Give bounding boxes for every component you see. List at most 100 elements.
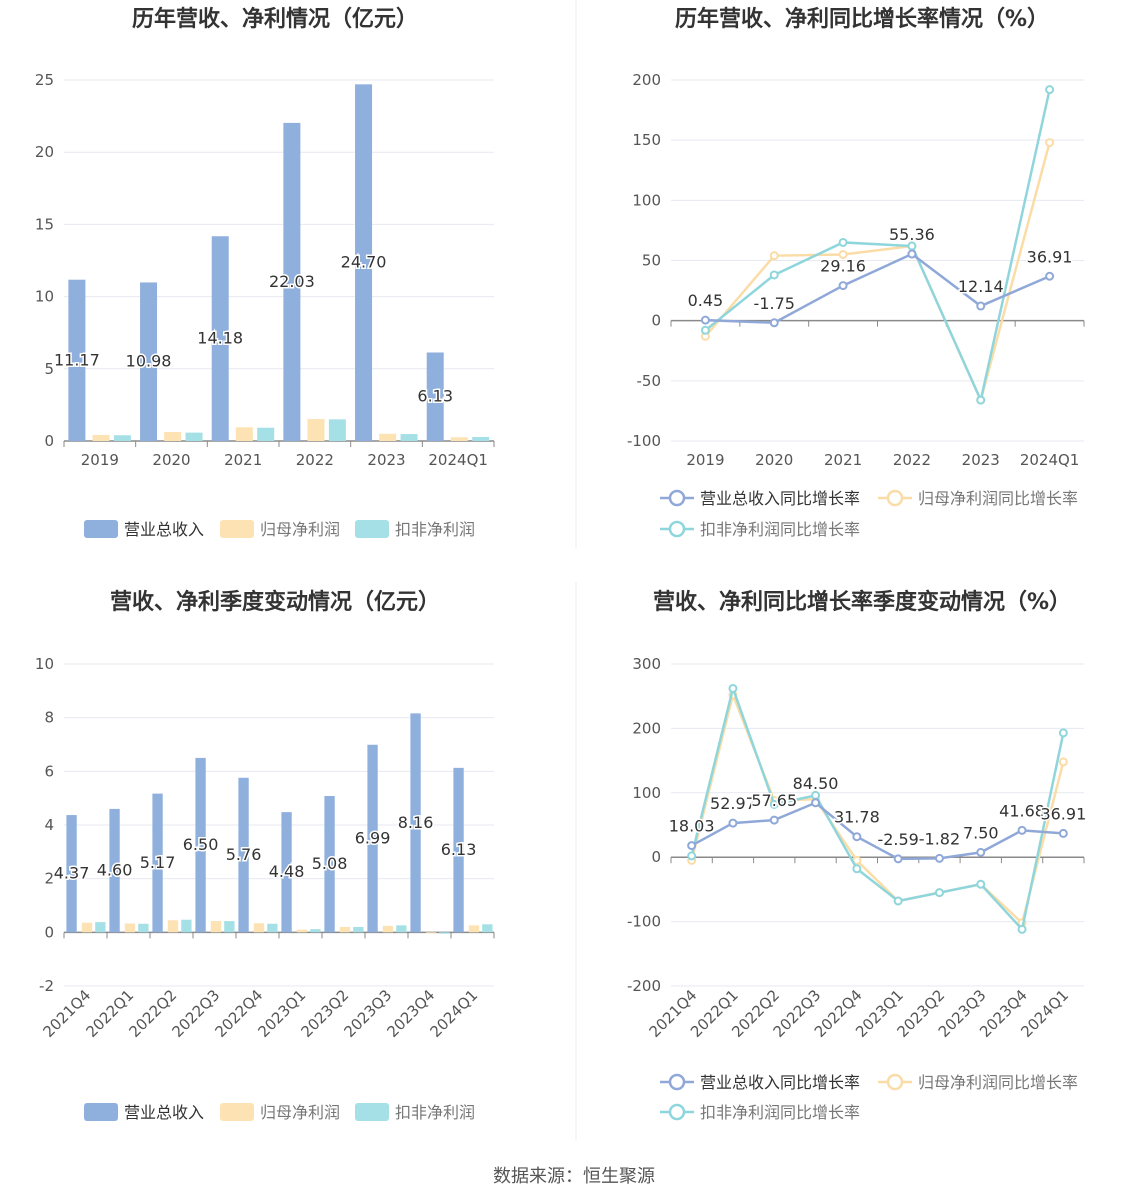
bar-parent-profit[interactable] <box>450 437 468 441</box>
bar-parent-profit[interactable] <box>92 434 110 441</box>
legend-item-revenue[interactable]: 营业总收入同比增长率 <box>660 489 860 508</box>
line-point[interactable] <box>700 325 710 335</box>
line-parent-profit-growth[interactable] <box>704 142 1051 404</box>
bar-revenue[interactable] <box>283 122 301 441</box>
line-revenue-growth[interactable] <box>691 801 1064 861</box>
bar-revenue[interactable] <box>367 744 378 933</box>
bar-parent-profit[interactable] <box>468 925 480 933</box>
bar-revenue[interactable] <box>453 767 464 933</box>
line-point[interactable] <box>769 799 779 809</box>
line-point[interactable] <box>1017 825 1027 835</box>
legend-item-revenue[interactable]: 营业总收入同比增长率 <box>660 1073 860 1092</box>
bar-parent-profit[interactable] <box>379 433 397 441</box>
line-point[interactable] <box>838 249 848 259</box>
bar-parent-profit[interactable] <box>124 923 136 933</box>
legend-item-parent-profit[interactable]: 归母净利润 <box>220 520 340 539</box>
legend-item-parent-profit[interactable]: 归母净利润 <box>220 1103 340 1122</box>
bar-parent-profit[interactable] <box>164 432 182 441</box>
bar-revenue[interactable] <box>426 352 444 441</box>
bar-revenue[interactable] <box>152 793 163 933</box>
line-revenue-growth[interactable] <box>705 252 1051 325</box>
bar-parent-profit[interactable] <box>167 920 179 933</box>
line-point[interactable] <box>934 888 944 898</box>
line-point[interactable] <box>728 683 738 693</box>
line-point[interactable] <box>769 251 779 261</box>
bar-deducted-profit[interactable] <box>185 432 203 441</box>
bar-deducted-profit[interactable] <box>257 427 275 441</box>
bar-deducted-profit[interactable] <box>328 419 346 441</box>
line-point[interactable] <box>893 896 903 906</box>
line-point[interactable] <box>838 281 848 291</box>
legend-item-deducted-profit[interactable]: 扣非净利润 <box>355 520 475 539</box>
bar-deducted-profit[interactable] <box>267 923 278 933</box>
line-point[interactable] <box>687 851 697 861</box>
bar-revenue[interactable] <box>66 815 77 933</box>
bar-deducted-profit[interactable] <box>396 925 407 933</box>
bar-revenue[interactable] <box>195 757 206 933</box>
line-point[interactable] <box>811 790 821 800</box>
line-point[interactable] <box>893 854 903 864</box>
line-point[interactable] <box>1045 271 1055 281</box>
bar-deducted-profit[interactable] <box>472 436 490 441</box>
legend-item-deducted-profit[interactable]: 扣非净利润同比增长率 <box>660 1103 860 1122</box>
bar-parent-profit[interactable] <box>425 932 437 934</box>
line-point[interactable] <box>976 395 986 405</box>
bar-deducted-profit[interactable] <box>482 924 493 933</box>
line-point[interactable] <box>852 864 862 874</box>
line-point[interactable] <box>700 315 710 325</box>
line-point[interactable] <box>976 301 986 311</box>
line-point[interactable] <box>907 249 917 259</box>
bar-revenue[interactable] <box>324 796 335 933</box>
line-point[interactable] <box>728 818 738 828</box>
line-point[interactable] <box>769 270 779 280</box>
line-point[interactable] <box>976 879 986 889</box>
legend-item-parent-profit[interactable]: 归母净利润同比增长率 <box>878 1073 1078 1092</box>
line-point[interactable] <box>1058 728 1068 738</box>
bar-deducted-profit[interactable] <box>224 921 235 933</box>
bar-revenue[interactable] <box>211 236 229 441</box>
bar-revenue[interactable] <box>355 84 373 441</box>
legend-item-revenue[interactable]: 营业总收入 <box>84 1103 204 1122</box>
line-point[interactable] <box>838 237 848 247</box>
line-point[interactable] <box>1058 757 1068 767</box>
bar-parent-profit[interactable] <box>81 922 93 933</box>
bar-parent-profit[interactable] <box>235 427 253 441</box>
bar-parent-profit[interactable] <box>339 926 351 933</box>
line-point[interactable] <box>769 318 779 328</box>
bar-parent-profit[interactable] <box>253 923 265 933</box>
bar-deducted-profit[interactable] <box>113 435 131 441</box>
line-point[interactable] <box>811 798 821 808</box>
line-point[interactable] <box>852 832 862 842</box>
line-deducted-profit-growth[interactable] <box>704 89 1051 405</box>
bar-deducted-profit[interactable] <box>138 923 149 933</box>
line-point[interactable] <box>976 847 986 857</box>
bar-revenue[interactable] <box>410 713 421 933</box>
line-point[interactable] <box>1045 138 1055 148</box>
line-point[interactable] <box>687 841 697 851</box>
bar-deducted-profit[interactable] <box>310 929 321 933</box>
legend-item-revenue[interactable]: 营业总收入 <box>84 520 204 539</box>
bar-revenue[interactable] <box>238 777 249 933</box>
bar-deducted-profit[interactable] <box>353 926 364 933</box>
line-point[interactable] <box>1045 85 1055 95</box>
bar-deducted-profit[interactable] <box>95 922 106 933</box>
line-point[interactable] <box>934 853 944 863</box>
bar-deducted-profit[interactable] <box>181 919 192 933</box>
bar-deducted-profit[interactable] <box>439 932 450 934</box>
bar-deducted-profit[interactable] <box>400 434 418 441</box>
legend-item-parent-profit[interactable]: 归母净利润同比增长率 <box>878 489 1078 508</box>
bar-revenue[interactable] <box>140 282 158 441</box>
bar-parent-profit[interactable] <box>210 921 222 933</box>
line-deducted-profit-growth[interactable] <box>690 684 1065 932</box>
legend-item-deducted-profit[interactable]: 扣非净利润同比增长率 <box>660 520 860 539</box>
bar-revenue[interactable] <box>68 279 86 441</box>
bar-parent-profit[interactable] <box>382 925 394 933</box>
bar-revenue[interactable] <box>281 812 292 933</box>
bar-parent-profit[interactable] <box>296 929 308 933</box>
line-point[interactable] <box>1058 828 1068 838</box>
line-point[interactable] <box>769 815 779 825</box>
line-point[interactable] <box>1017 924 1027 934</box>
bar-revenue[interactable] <box>109 808 120 933</box>
legend-item-deducted-profit[interactable]: 扣非净利润 <box>355 1103 475 1122</box>
bar-parent-profit[interactable] <box>307 419 325 441</box>
